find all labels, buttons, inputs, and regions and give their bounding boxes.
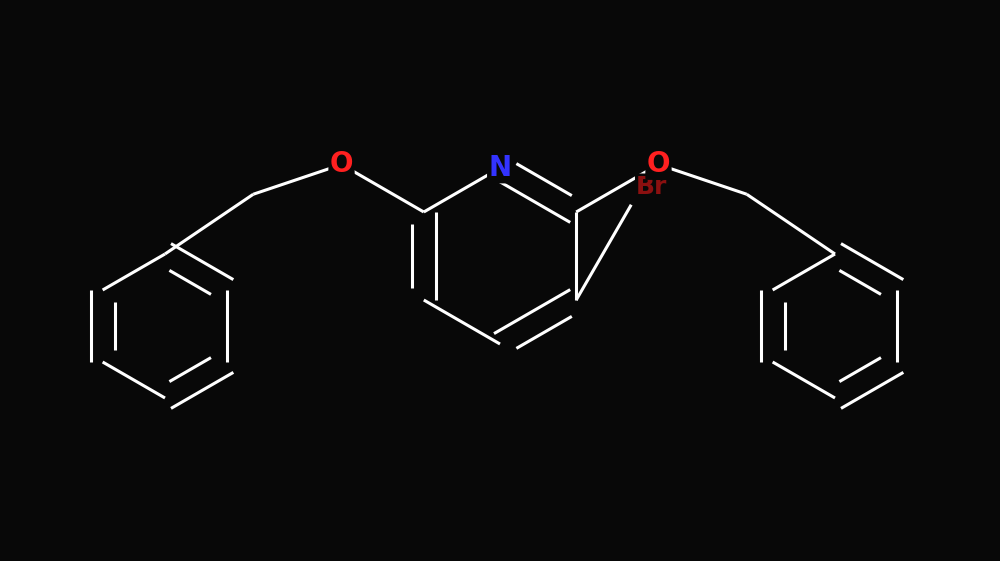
Text: N: N: [488, 154, 512, 182]
Text: O: O: [330, 150, 353, 178]
Text: O: O: [647, 150, 670, 178]
Text: Br: Br: [636, 174, 668, 199]
